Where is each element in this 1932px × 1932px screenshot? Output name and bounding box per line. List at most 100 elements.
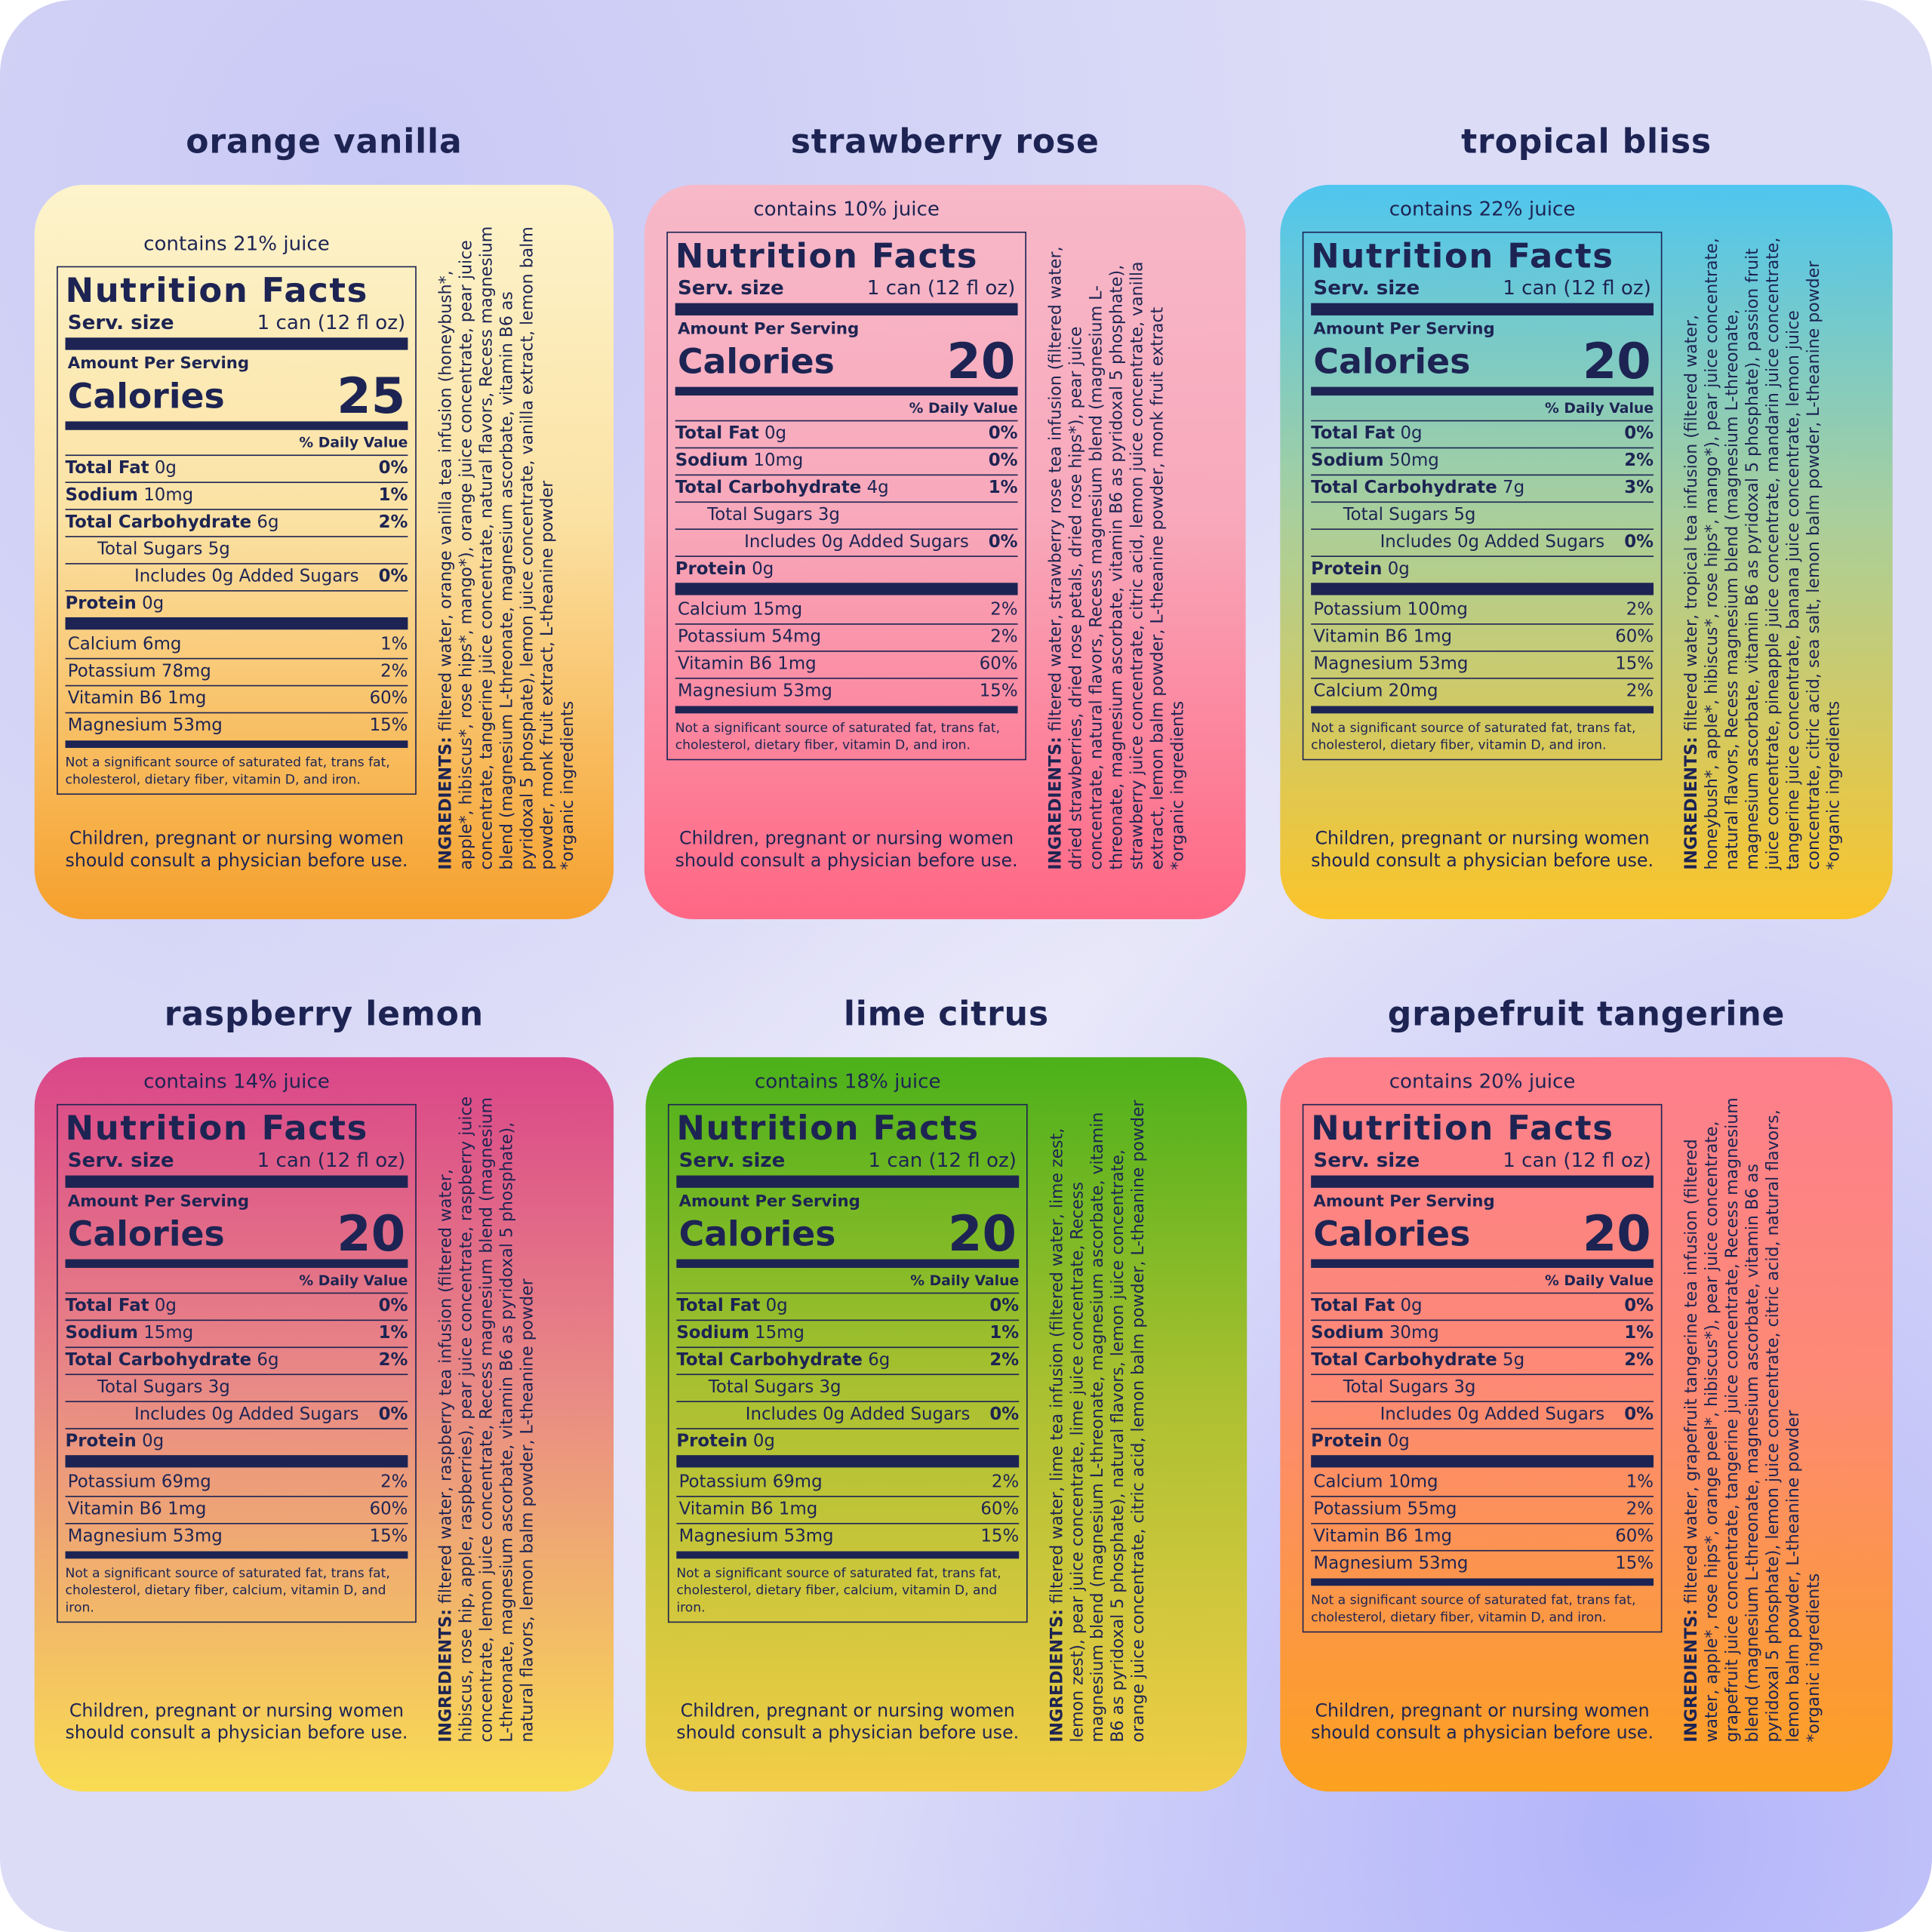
mineral-name: Potassium [678, 1472, 768, 1493]
mineral-amount: 1mg [1413, 627, 1453, 648]
card-title: raspberry lemon [164, 995, 484, 1034]
mineral-name: Magnesium [67, 715, 168, 736]
mineral: Magnesium 53mg [1313, 1552, 1468, 1577]
mineral-amount: 53mg [1418, 1553, 1469, 1574]
daily-value: 2% [1624, 1350, 1654, 1371]
footnote: Not a significant source of saturated fa… [65, 1566, 390, 1616]
serving-size: 1 can (12 fl oz) [1503, 1148, 1651, 1172]
nutrient-amount: 15mg [755, 1323, 804, 1343]
amount-label: Amount Per Serving [1313, 1192, 1495, 1211]
nutrient: Total Sugars 5g [66, 537, 230, 563]
divider [65, 337, 408, 350]
daily-value: 0% [989, 1296, 1020, 1316]
nutrient-name: Total Fat [675, 423, 759, 444]
divider [65, 617, 408, 630]
nutrient-row: Total Sugars 3g [676, 1375, 1020, 1402]
calories-value: 20 [948, 1206, 1017, 1263]
daily-value: 0% [378, 1296, 408, 1316]
daily-value: 0% [1624, 1404, 1654, 1425]
nutrient-name: Includes 0g Added Sugars [134, 1404, 359, 1425]
nutrition-heading: Nutrition Facts [1311, 1109, 1614, 1149]
nutrient-amount: 0g [752, 1432, 775, 1452]
amount-label: Amount Per Serving [677, 320, 860, 339]
mineral-row: Vitamin B6 1mg 60% [676, 1497, 1020, 1524]
label-card: contains 22% juice Nutrition Facts Serv. s… [1280, 184, 1893, 919]
divider [65, 740, 408, 749]
ingredients-label: INGREDIENTS: [1046, 737, 1066, 870]
daily-value: 2% [378, 512, 408, 533]
ingredients-label: INGREDIENTS: [435, 1609, 457, 1743]
nutrition-facts: Nutrition Facts Serv. size 1 can (12 fl oz… [1302, 231, 1663, 761]
nutrient-amount: 6g [257, 512, 279, 533]
mineral-name: Potassium [1313, 1499, 1402, 1520]
nutrient-name: Total Fat [65, 1296, 149, 1316]
mineral-name: Magnesium [678, 1526, 779, 1546]
mineral-amount: 6mg [143, 634, 182, 654]
mineral-row: Vitamin B6 1mg 60% [1311, 625, 1654, 652]
nutrient-row: Includes 0g Added Sugars 0% [676, 1402, 1020, 1429]
calories-value: 20 [337, 1206, 406, 1263]
mineral-row: Vitamin B6 1mg 60% [65, 686, 408, 714]
nutrient-row: Total Fat 0g 0% [1311, 421, 1654, 449]
mineral: Magnesium 53mg [68, 713, 223, 739]
serving-label: Serv. size [67, 1148, 174, 1172]
nutrient-name: Sodium [1311, 451, 1384, 471]
serving-row: Serv. size 1 can (12 fl oz) [66, 1149, 408, 1174]
juice-content: contains 21% juice [143, 231, 330, 255]
ingredients-note: *organic ingredients [558, 700, 578, 870]
mineral-name: Vitamin B6 [67, 1499, 162, 1520]
nutrient: Total Carbohydrate 7g [1311, 475, 1524, 501]
juice-content: contains 20% juice [1389, 1069, 1576, 1094]
daily-value: 2% [380, 661, 408, 681]
nutrient-row: Sodium 15mg 1% [65, 1321, 408, 1349]
nutrient-row: Sodium 10mg 0% [675, 448, 1018, 476]
calories-label: Calories [1313, 341, 1471, 383]
nutrient-row: Sodium 10mg 1% [65, 483, 408, 510]
ingredients-text: filtered water, tropical tea infusion (f… [1681, 237, 1824, 870]
nutrient-amount: 7g [1503, 478, 1525, 498]
divider [675, 706, 1018, 714]
nutrition-facts: Nutrition Facts Serv. size 1 can (12 fl oz… [57, 1103, 417, 1623]
mineral: Magnesium 53mg [679, 1524, 834, 1550]
calories-row: Calories 25 [66, 372, 408, 421]
nutrient-name: Total Sugars [97, 540, 203, 560]
nutrient-amount: 6g [868, 1350, 891, 1371]
daily-value: 1% [380, 634, 408, 654]
nutrient: Sodium 15mg [676, 1321, 804, 1346]
nutrient: Total Fat 0g [1311, 421, 1422, 447]
nutrient-amount: 0g [1400, 423, 1423, 444]
nutrient: Total Fat 0g [66, 1294, 177, 1319]
mineral-name: Vitamin B6 [677, 654, 773, 675]
mineral-amount: 69mg [161, 1472, 211, 1493]
mineral: Calcium 10mg [1313, 1470, 1438, 1496]
nutrient-row: Total Sugars 3g [1311, 1375, 1654, 1402]
daily-value: 0% [1624, 532, 1654, 552]
amount-label: Amount Per Serving [1313, 320, 1495, 339]
label-card: contains 10% juice Nutrition Facts Serv. s… [644, 184, 1246, 919]
warning: Children, pregnant or nursing women shou… [65, 1701, 408, 1744]
mineral-name: Vitamin B6 [678, 1499, 774, 1520]
daily-value: 15% [979, 681, 1018, 701]
warning: Children, pregnant or nursing women shou… [1311, 829, 1654, 872]
divider [676, 1259, 1020, 1268]
nutrient-name: Total Fat [65, 458, 149, 478]
label-card: contains 20% juice Nutrition Facts Serv. s… [1280, 1057, 1893, 1792]
divider [65, 1551, 408, 1559]
nutrient: Protein 0g [676, 1429, 775, 1455]
divider [1311, 386, 1654, 396]
divider [1311, 583, 1654, 595]
nutrient-row: Total Carbohydrate 6g 2% [65, 1348, 408, 1376]
nutrient-row: Total Carbohydrate 4g 1% [675, 475, 1018, 503]
daily-value-label: % Daily Value [65, 430, 408, 457]
serving-label: Serv. size [1313, 1148, 1420, 1172]
mineral-name: Potassium [1313, 600, 1402, 620]
mineral: Calcium 15mg [678, 598, 802, 623]
serving-size: 1 can (12 fl oz) [257, 310, 406, 334]
card-title: strawberry rose [790, 123, 1100, 162]
nutrient: Includes 0g Added Sugars [66, 1402, 359, 1428]
nutrient-row: Total Carbohydrate 6g 2% [676, 1348, 1020, 1376]
nutrient-amount: 0g [154, 458, 177, 478]
ingredients: INGREDIENTS: filtered water, raspberry t… [436, 1094, 584, 1743]
mineral: Magnesium 53mg [1313, 652, 1468, 678]
